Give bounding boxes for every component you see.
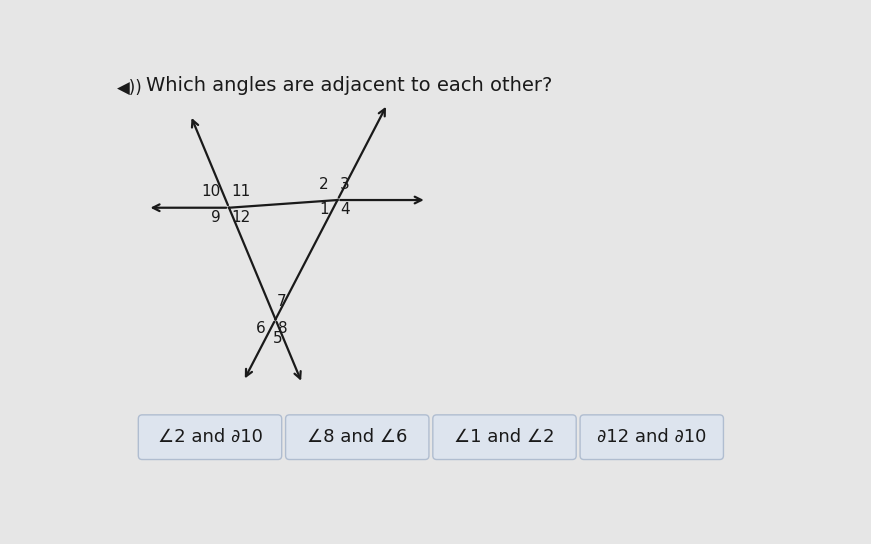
Text: 1: 1 (320, 202, 329, 218)
Text: 9: 9 (211, 210, 220, 225)
Text: 10: 10 (201, 184, 220, 199)
FancyBboxPatch shape (286, 415, 429, 460)
Text: 4: 4 (340, 202, 349, 218)
Text: ∠2 and ∂10: ∠2 and ∂10 (158, 428, 262, 446)
Text: 11: 11 (232, 184, 251, 199)
Text: 6: 6 (256, 321, 266, 336)
Text: Which angles are adjacent to each other?: Which angles are adjacent to each other? (146, 76, 552, 95)
Text: 8: 8 (278, 321, 287, 336)
Text: 3: 3 (340, 177, 349, 191)
Text: 7: 7 (277, 294, 287, 310)
Text: ◀)): ◀)) (117, 79, 142, 97)
FancyBboxPatch shape (433, 415, 577, 460)
Text: 2: 2 (320, 177, 329, 191)
FancyBboxPatch shape (580, 415, 724, 460)
Text: ∠8 and ∠6: ∠8 and ∠6 (307, 428, 408, 446)
Text: ∂12 and ∂10: ∂12 and ∂10 (598, 428, 706, 446)
Text: 5: 5 (273, 331, 283, 346)
Text: 12: 12 (232, 210, 251, 225)
Text: ∠1 and ∠2: ∠1 and ∠2 (455, 428, 555, 446)
FancyBboxPatch shape (138, 415, 281, 460)
